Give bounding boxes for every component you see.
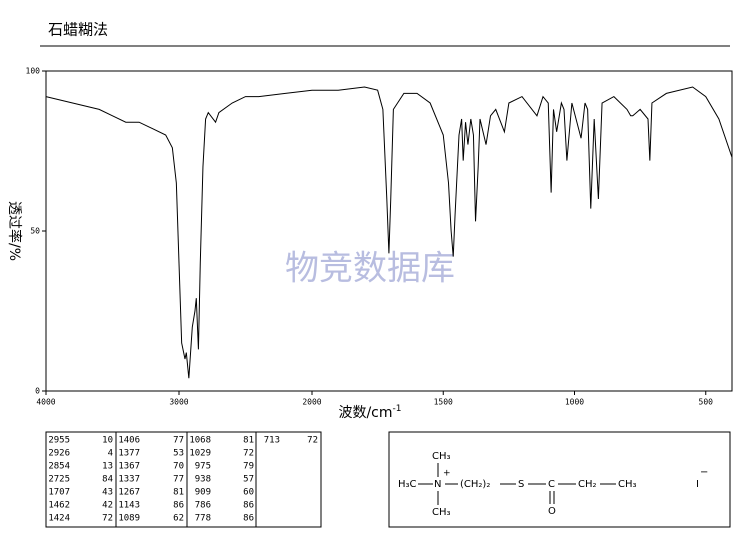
structure-frame — [388, 431, 731, 528]
atom-label: CH₃ — [618, 479, 637, 490]
spectrum-line — [45, 86, 733, 379]
peak-transmittance: 86 — [243, 501, 254, 511]
peak-transmittance: 72 — [243, 449, 254, 459]
x-tick-label: 2000 — [302, 398, 321, 407]
peak-transmittance: 86 — [173, 501, 184, 511]
atom-label: CH₃ — [432, 451, 451, 462]
peak-transmittance: 72 — [307, 436, 318, 446]
peak-transmittance: 86 — [243, 514, 254, 524]
x-tick-label: 4000 — [36, 398, 55, 407]
y-tick-label: 100 — [26, 67, 41, 76]
peak-transmittance: 53 — [173, 449, 184, 459]
peak-wavenumber: 909 — [195, 488, 211, 498]
peak-wavenumber: 1337 — [118, 475, 140, 485]
atom-label: O — [548, 506, 556, 517]
peak-transmittance: 72 — [102, 514, 113, 524]
peak-transmittance: 57 — [243, 475, 254, 485]
peak-wavenumber: 975 — [195, 462, 211, 472]
peak-wavenumber: 786 — [195, 501, 211, 511]
peak-transmittance: 77 — [173, 436, 184, 446]
peak-transmittance: 13 — [102, 462, 113, 472]
x-tick-label: 1500 — [434, 398, 453, 407]
peak-wavenumber: 1029 — [189, 449, 211, 459]
peak-wavenumber: 1406 — [118, 436, 140, 446]
x-axis-label-main: 波数/cm — [338, 405, 392, 421]
peak-table-frame — [45, 431, 322, 528]
y-tick-label: 50 — [30, 227, 40, 236]
atom-label: H₃C — [398, 479, 417, 490]
peak-transmittance: 70 — [173, 462, 184, 472]
peak-transmittance: 4 — [108, 449, 113, 459]
peak-wavenumber: 1267 — [118, 488, 140, 498]
peak-wavenumber: 1707 — [48, 488, 70, 498]
anion-charge: − — [700, 467, 708, 478]
watermark: 物竞数据库 — [285, 249, 455, 289]
x-tick-label: 3000 — [169, 398, 188, 407]
peak-transmittance: 10 — [102, 436, 113, 446]
atom-label: S — [518, 479, 524, 490]
peak-transmittance: 77 — [173, 475, 184, 485]
structure: H₃C N + CH₃ CH₃ (CH₂)₂ S C O CH₂ CH₃ I − — [398, 451, 708, 518]
peak-transmittance: 43 — [102, 488, 113, 498]
atom-label: (CH₂)₂ — [460, 479, 490, 490]
x-axis-label: 波数/cm-1 — [338, 404, 401, 422]
charge: + — [443, 469, 451, 479]
plot-frame — [45, 70, 733, 392]
peak-transmittance: 42 — [102, 501, 113, 511]
peak-wavenumber: 1424 — [48, 514, 70, 524]
peak-wavenumber: 1377 — [118, 449, 140, 459]
x-tick-label: 1000 — [565, 398, 584, 407]
x-axis-label-sup: -1 — [393, 404, 402, 414]
peak-wavenumber: 778 — [195, 514, 211, 524]
peak-transmittance: 81 — [173, 488, 184, 498]
peak-wavenumber: 938 — [195, 475, 211, 485]
y-axis-label: 透过率/% — [6, 201, 23, 261]
y-tick-label: 0 — [35, 387, 40, 396]
peak-transmittance: 62 — [173, 514, 184, 524]
peak-wavenumber: 1462 — [48, 501, 70, 511]
peak-wavenumber: 2955 — [48, 436, 70, 446]
atom-label: CH₃ — [432, 507, 451, 518]
peak-transmittance: 60 — [243, 488, 254, 498]
peak-wavenumber: 2854 — [48, 462, 70, 472]
x-tick-label: 500 — [699, 398, 714, 407]
peak-transmittance: 81 — [243, 436, 254, 446]
peak-wavenumber: 2725 — [48, 475, 70, 485]
page-title: 石蜡糊法 — [48, 21, 108, 39]
peak-wavenumber: 2926 — [48, 449, 70, 459]
atom-label: N — [434, 479, 441, 490]
peak-wavenumber: 713 — [264, 436, 280, 446]
atom-label: CH₂ — [578, 479, 597, 490]
anion: I — [696, 479, 699, 490]
peak-wavenumber: 1068 — [189, 436, 211, 446]
peak-transmittance: 84 — [102, 475, 113, 485]
atom-label: C — [548, 479, 555, 490]
peak-transmittance: 79 — [243, 462, 254, 472]
peak-wavenumber: 1089 — [118, 514, 140, 524]
peak-wavenumber: 1143 — [118, 501, 140, 511]
peak-wavenumber: 1367 — [118, 462, 140, 472]
